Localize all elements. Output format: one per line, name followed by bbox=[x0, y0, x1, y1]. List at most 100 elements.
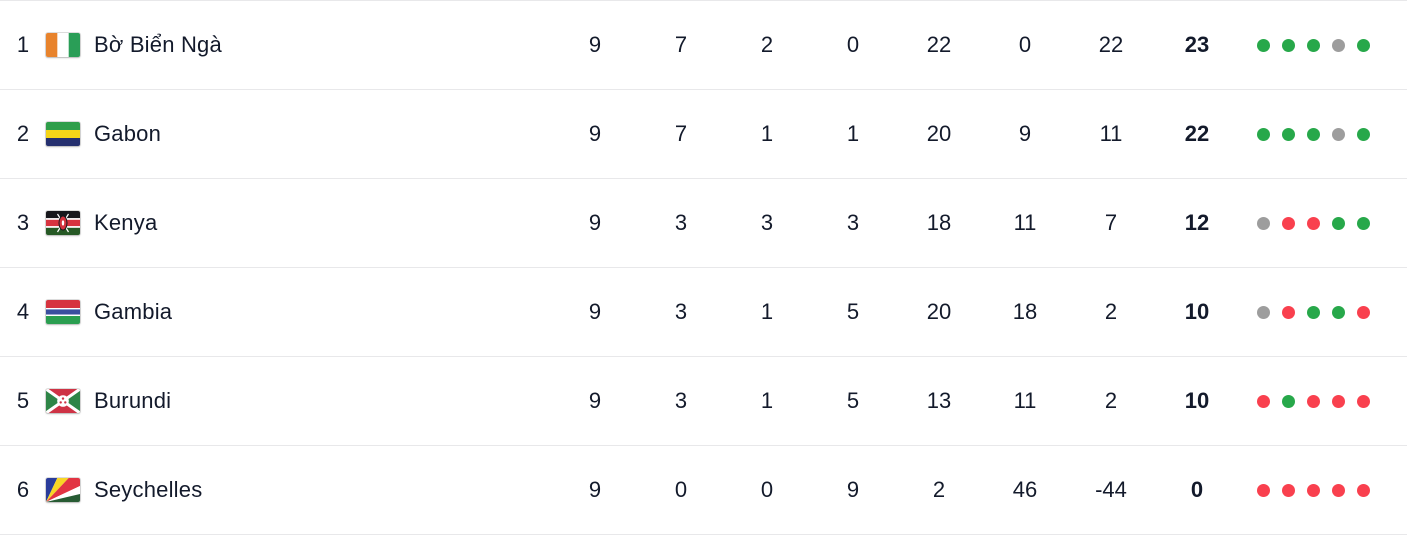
table-row[interactable]: 2 Gabon 9 7 1 1 20 9 11 22 bbox=[0, 90, 1407, 179]
form-dot-loss[interactable] bbox=[1257, 394, 1270, 408]
flag-cell bbox=[46, 389, 94, 413]
position-number: 6 bbox=[16, 477, 30, 502]
position-number: 4 bbox=[16, 299, 30, 324]
form-dot-win[interactable] bbox=[1357, 216, 1370, 230]
form-dot-win[interactable] bbox=[1282, 127, 1295, 141]
stat-goal-diff: 7 bbox=[1104, 210, 1118, 235]
stat-points: 10 bbox=[1184, 388, 1210, 413]
stat-played: 9 bbox=[588, 210, 602, 235]
stat-played: 9 bbox=[588, 121, 602, 146]
stat-drawn: 0 bbox=[760, 477, 774, 502]
stat-won: 3 bbox=[674, 299, 688, 324]
stat-drawn: 1 bbox=[760, 388, 774, 413]
stat-won: 0 bbox=[674, 477, 688, 502]
flag-cell bbox=[46, 122, 94, 146]
stat-won: 3 bbox=[674, 210, 688, 235]
position-number: 5 bbox=[16, 388, 30, 413]
gambia-flag-icon bbox=[46, 300, 80, 324]
stat-won: 7 bbox=[674, 121, 688, 146]
stat-points: 0 bbox=[1190, 477, 1204, 502]
team-name[interactable]: Seychelles bbox=[94, 477, 203, 502]
form-dot-win[interactable] bbox=[1332, 305, 1345, 319]
stat-goals-for: 2 bbox=[932, 477, 946, 502]
stat-lost: 1 bbox=[846, 121, 860, 146]
stat-goals-for: 13 bbox=[926, 388, 952, 413]
form-guide bbox=[1240, 483, 1407, 497]
burundi-flag-icon bbox=[46, 389, 80, 413]
stat-goal-diff: 2 bbox=[1104, 388, 1118, 413]
stat-goal-diff: 11 bbox=[1099, 121, 1123, 146]
form-guide bbox=[1240, 305, 1407, 319]
form-dot-draw[interactable] bbox=[1332, 127, 1345, 141]
form-guide bbox=[1240, 394, 1407, 408]
form-dot-loss[interactable] bbox=[1257, 483, 1270, 497]
form-dot-win[interactable] bbox=[1357, 38, 1370, 52]
form-guide bbox=[1240, 216, 1407, 230]
form-dot-draw[interactable] bbox=[1257, 305, 1270, 319]
stat-goals-against: 9 bbox=[1018, 121, 1032, 146]
form-guide bbox=[1240, 127, 1407, 141]
form-dot-loss[interactable] bbox=[1357, 483, 1370, 497]
form-dot-win[interactable] bbox=[1307, 127, 1320, 141]
table-row[interactable]: 1 Bờ Biển Ngà 9 7 2 0 22 0 22 23 bbox=[0, 1, 1407, 90]
form-dot-loss[interactable] bbox=[1282, 216, 1295, 230]
form-dot-loss[interactable] bbox=[1307, 394, 1320, 408]
form-dot-loss[interactable] bbox=[1357, 305, 1370, 319]
stat-drawn: 1 bbox=[760, 121, 774, 146]
stat-goals-for: 20 bbox=[926, 299, 952, 324]
stat-drawn: 3 bbox=[760, 210, 774, 235]
form-dot-loss[interactable] bbox=[1307, 483, 1320, 497]
stat-goals-against: 11 bbox=[1013, 210, 1037, 235]
form-dot-win[interactable] bbox=[1282, 394, 1295, 408]
stat-goal-diff: 2 bbox=[1104, 299, 1118, 324]
form-dot-win[interactable] bbox=[1332, 216, 1345, 230]
gabon-flag-icon bbox=[46, 122, 80, 146]
form-dot-win[interactable] bbox=[1257, 38, 1270, 52]
stat-lost: 5 bbox=[846, 299, 860, 324]
ivory-coast-flag-icon bbox=[46, 33, 80, 57]
form-guide bbox=[1240, 38, 1407, 52]
table-row[interactable]: 5 Burundi 9 3 1 5 13 bbox=[0, 357, 1407, 446]
table-row[interactable]: 3 Kenya 9 3 3 3 18 11 7 bbox=[0, 179, 1407, 268]
team-name[interactable]: Burundi bbox=[94, 388, 172, 413]
form-dot-win[interactable] bbox=[1282, 38, 1295, 52]
form-dot-win[interactable] bbox=[1357, 127, 1370, 141]
stat-lost: 9 bbox=[846, 477, 860, 502]
form-dot-loss[interactable] bbox=[1332, 483, 1345, 497]
stat-goal-diff: 22 bbox=[1098, 32, 1124, 57]
form-dot-win[interactable] bbox=[1257, 127, 1270, 141]
team-name[interactable]: Bờ Biển Ngà bbox=[94, 32, 222, 57]
stat-drawn: 2 bbox=[760, 32, 774, 57]
kenya-flag-icon bbox=[46, 211, 80, 235]
seychelles-flag-icon bbox=[46, 478, 80, 502]
form-dot-win[interactable] bbox=[1307, 305, 1320, 319]
stat-lost: 0 bbox=[846, 32, 860, 57]
stat-goals-against: 46 bbox=[1012, 477, 1038, 502]
stat-played: 9 bbox=[588, 477, 602, 502]
form-dot-loss[interactable] bbox=[1282, 305, 1295, 319]
form-dot-draw[interactable] bbox=[1257, 216, 1270, 230]
flag-cell bbox=[46, 300, 94, 324]
team-name[interactable]: Gambia bbox=[94, 299, 173, 324]
flag-cell bbox=[46, 478, 94, 502]
stat-points: 23 bbox=[1184, 32, 1210, 57]
position-number: 3 bbox=[16, 210, 30, 235]
stat-played: 9 bbox=[588, 32, 602, 57]
flag-cell bbox=[46, 211, 94, 235]
form-dot-loss[interactable] bbox=[1307, 216, 1320, 230]
table-row[interactable]: 6 Seychelles 9 0 0 9 2 46 -44 0 bbox=[0, 446, 1407, 535]
position-number: 2 bbox=[16, 121, 30, 146]
flag-cell bbox=[46, 33, 94, 57]
team-name[interactable]: Gabon bbox=[94, 121, 162, 146]
form-dot-win[interactable] bbox=[1307, 38, 1320, 52]
form-dot-loss[interactable] bbox=[1357, 394, 1370, 408]
stat-drawn: 1 bbox=[760, 299, 774, 324]
form-dot-loss[interactable] bbox=[1332, 394, 1345, 408]
form-dot-draw[interactable] bbox=[1332, 38, 1345, 52]
stat-lost: 3 bbox=[846, 210, 860, 235]
team-name[interactable]: Kenya bbox=[94, 210, 158, 235]
form-dot-loss[interactable] bbox=[1282, 483, 1295, 497]
table-row[interactable]: 4 Gambia 9 3 1 5 20 18 2 10 bbox=[0, 268, 1407, 357]
stat-played: 9 bbox=[588, 299, 602, 324]
